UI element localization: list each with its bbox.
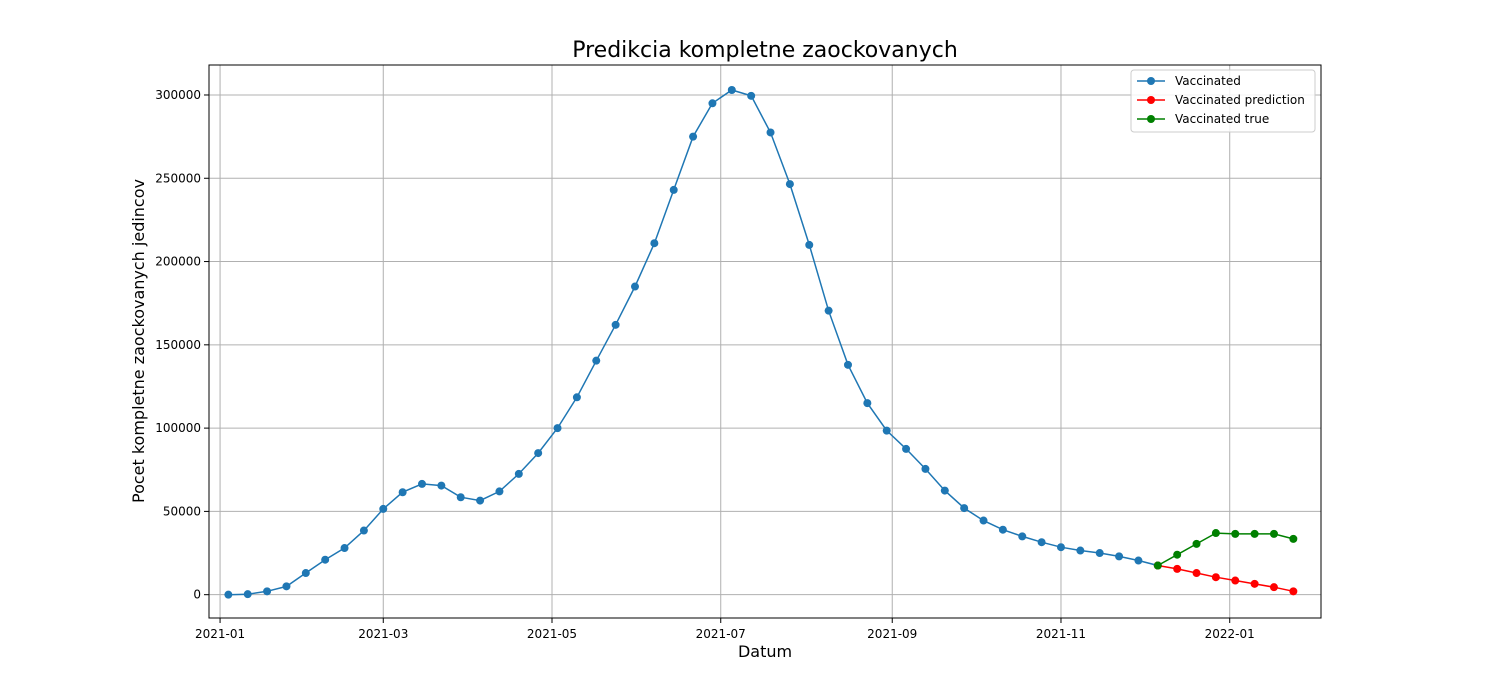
data-point-vaccinated: [243, 590, 252, 599]
y-tick-label: 0: [193, 588, 201, 602]
y-tick-label: 150000: [155, 338, 201, 352]
data-point-vaccinated-prediction: [1269, 583, 1278, 592]
data-point-vaccinated-true: [1173, 550, 1182, 559]
data-point-vaccinated: [340, 544, 349, 553]
data-point-vaccinated: [1037, 538, 1046, 547]
data-point-vaccinated: [1018, 532, 1027, 541]
y-tick-label: 250000: [155, 171, 201, 185]
grid: [209, 65, 1321, 618]
data-point-vaccinated-prediction: [1211, 573, 1220, 582]
data-point-vaccinated-prediction: [1250, 579, 1259, 588]
plot-frame: [208, 64, 1322, 619]
data-point-vaccinated-true: [1231, 529, 1240, 538]
y-axis-label: Pocet kompletne zaockovanych jedincov: [129, 179, 148, 503]
x-tick-label: 2022-01: [1205, 627, 1255, 641]
series-line-vaccinated: [228, 89, 1158, 596]
legend-label-vaccinated-prediction: Vaccinated prediction: [1175, 93, 1305, 107]
data-point-vaccinated: [398, 488, 407, 497]
data-point-vaccinated: [1115, 552, 1124, 561]
data-point-vaccinated: [650, 239, 659, 248]
data-point-vaccinated: [495, 487, 504, 496]
y-tick-label: 100000: [155, 421, 201, 435]
data-point-vaccinated: [805, 240, 814, 249]
data-point-vaccinated-true: [1153, 561, 1162, 570]
axis-ticks: 2021-01 2021-03 2021-05 2021-07 2021-09 2021-…: [155, 88, 1255, 641]
x-tick-label: 2021-07: [696, 627, 746, 641]
data-point-vaccinated: [1056, 543, 1065, 552]
data-point-vaccinated: [630, 282, 639, 291]
legend-item-vaccinated: Vaccinated: [1137, 74, 1241, 88]
data-point-vaccinated: [572, 393, 581, 402]
x-tick-label: 2021-09: [867, 627, 917, 641]
data-point-vaccinated: [843, 360, 852, 369]
data-point-vaccinated: [689, 132, 698, 141]
y-tick-label: 50000: [163, 504, 201, 518]
x-tick-label: 2021-01: [195, 627, 245, 641]
data-point-vaccinated: [1095, 549, 1104, 558]
data-point-vaccinated: [359, 526, 368, 535]
data-point-vaccinated: [708, 99, 717, 108]
data-point-vaccinated: [902, 444, 911, 453]
legend: Vaccinated Vaccinated prediction Vaccina…: [1130, 69, 1316, 133]
data-point-vaccinated: [476, 496, 485, 505]
data-point-vaccinated: [263, 587, 272, 596]
data-point-vaccinated-true: [1192, 539, 1201, 548]
data-point-vaccinated: [960, 504, 969, 513]
data-point-vaccinated: [224, 590, 233, 599]
data-point-vaccinated: [669, 185, 678, 194]
data-point-vaccinated: [979, 516, 988, 525]
data-point-vaccinated: [321, 555, 330, 564]
series-line-vaccinated-true: [1157, 532, 1294, 567]
data-point-vaccinated: [921, 464, 930, 473]
data-point-vaccinated-prediction: [1231, 576, 1240, 585]
data-point-vaccinated: [417, 479, 426, 488]
legend-box: [1130, 69, 1316, 133]
data-point-vaccinated: [785, 180, 794, 189]
data-point-vaccinated: [456, 493, 465, 502]
x-axis-label: Datum: [738, 642, 792, 661]
x-tick-label: 2021-03: [358, 627, 408, 641]
data-point-vaccinated-prediction: [1192, 569, 1201, 578]
y-tick-label: 300000: [155, 88, 201, 102]
data-point-vaccinated: [824, 306, 833, 315]
data-point-vaccinated: [727, 85, 736, 94]
data-point-vaccinated: [1134, 556, 1143, 565]
data-point-vaccinated: [1076, 546, 1085, 555]
data-point-vaccinated: [553, 424, 562, 433]
legend-item-vaccinated-true: Vaccinated true: [1137, 112, 1269, 126]
legend-label-vaccinated-true: Vaccinated true: [1175, 112, 1269, 126]
legend-label-vaccinated: Vaccinated: [1175, 74, 1241, 88]
data-point-vaccinated: [882, 426, 891, 435]
data-point-vaccinated: [514, 469, 523, 478]
series-group: [224, 85, 1298, 599]
data-point-vaccinated: [379, 504, 388, 513]
x-tick-label: 2021-11: [1036, 627, 1086, 641]
data-point-vaccinated: [437, 481, 446, 490]
y-tick-label: 200000: [155, 255, 201, 269]
legend-marker-vaccinated: [1147, 77, 1155, 85]
data-point-vaccinated: [863, 399, 872, 408]
data-point-vaccinated: [766, 128, 775, 137]
data-point-vaccinated: [747, 91, 756, 100]
x-tick-label: 2021-05: [527, 627, 577, 641]
legend-marker-vaccinated-true: [1147, 115, 1155, 123]
legend-item-vaccinated-prediction: Vaccinated prediction: [1137, 93, 1305, 107]
data-point-vaccinated: [940, 486, 949, 495]
data-point-vaccinated: [534, 449, 543, 458]
data-point-vaccinated-true: [1250, 529, 1259, 538]
data-point-vaccinated-true: [1269, 529, 1278, 538]
data-point-vaccinated: [301, 569, 310, 578]
data-point-vaccinated-true: [1211, 529, 1220, 538]
data-point-vaccinated: [592, 356, 601, 365]
data-point-vaccinated: [282, 582, 291, 591]
data-point-vaccinated-true: [1289, 534, 1298, 543]
data-point-vaccinated-prediction: [1173, 564, 1182, 573]
legend-marker-vaccinated-prediction: [1147, 96, 1155, 104]
data-point-vaccinated: [998, 525, 1007, 534]
chart-title: Predikcia kompletne zaockovanych: [572, 38, 958, 63]
data-point-vaccinated: [611, 320, 620, 329]
data-point-vaccinated-prediction: [1289, 587, 1298, 596]
